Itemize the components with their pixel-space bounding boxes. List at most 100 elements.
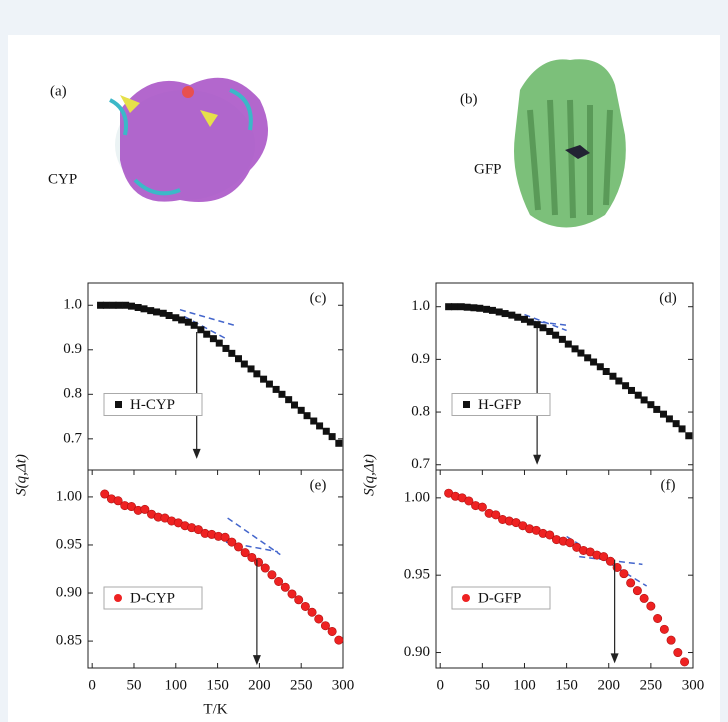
point	[520, 315, 528, 323]
point	[294, 595, 304, 605]
point	[254, 557, 264, 567]
arrow-head	[610, 653, 619, 664]
point	[584, 354, 592, 362]
y-tick-label: 0.85	[56, 633, 82, 649]
point	[590, 358, 598, 366]
y-axis-label: S(q,Δt)	[13, 454, 29, 496]
point	[153, 308, 161, 316]
point	[247, 552, 257, 562]
point	[445, 303, 453, 311]
point	[272, 385, 280, 393]
point	[314, 614, 324, 624]
plot-frame	[87, 469, 344, 669]
point	[640, 396, 648, 404]
cyp-structure	[109, 77, 268, 202]
point	[322, 427, 330, 435]
point	[178, 316, 186, 324]
point	[159, 309, 167, 317]
y-tick-label: 0.90	[56, 584, 82, 600]
point	[605, 556, 615, 566]
point	[102, 301, 110, 309]
point	[291, 401, 299, 409]
point	[278, 390, 286, 398]
panel-label: (c)	[310, 290, 327, 306]
legend-box	[103, 393, 203, 416]
point	[599, 552, 609, 562]
fit-line	[520, 319, 567, 326]
point	[335, 439, 343, 447]
panel-label: (e)	[310, 477, 327, 493]
point	[140, 305, 148, 313]
point	[653, 613, 663, 623]
point	[334, 635, 344, 645]
point	[488, 306, 496, 314]
point	[100, 489, 110, 499]
arrow-head	[252, 655, 261, 666]
point	[240, 548, 250, 558]
legend-box	[451, 393, 551, 416]
point	[470, 304, 478, 312]
point	[639, 593, 649, 603]
point	[609, 372, 617, 380]
point	[265, 380, 273, 388]
point	[451, 303, 459, 311]
point	[653, 405, 661, 413]
y-tick-label: 0.95	[56, 536, 82, 552]
y-tick-label: 1.00	[404, 489, 430, 505]
point	[627, 386, 635, 394]
y-tick-label: 1.00	[56, 488, 82, 504]
point	[685, 432, 693, 440]
point	[193, 525, 203, 535]
point	[546, 327, 554, 335]
x-tick-label: 200	[248, 677, 271, 693]
point	[247, 365, 255, 373]
point	[508, 311, 516, 319]
point	[260, 563, 270, 573]
x-tick-label: 300	[332, 677, 355, 693]
point	[203, 330, 211, 338]
point	[558, 335, 566, 343]
point	[240, 360, 248, 368]
point	[634, 391, 642, 399]
point	[545, 530, 555, 540]
legend-marker	[114, 594, 122, 602]
point	[666, 635, 676, 645]
y-tick-label: 0.9	[63, 341, 82, 357]
legend-label: H-GFP	[478, 397, 521, 413]
point	[165, 312, 173, 320]
x-tick-label: 100	[165, 677, 188, 693]
x-tick-label: 50	[475, 677, 490, 693]
point	[615, 377, 623, 385]
point	[673, 648, 683, 658]
point	[327, 626, 337, 636]
point	[665, 415, 673, 423]
point	[659, 624, 669, 634]
legend-label: D-CYP	[130, 590, 175, 606]
point	[565, 538, 575, 548]
point	[233, 542, 243, 552]
point	[122, 301, 130, 309]
legend-marker	[463, 401, 470, 408]
point	[316, 422, 324, 430]
point	[297, 406, 305, 414]
point	[134, 303, 142, 311]
y-tick-label: 0.9	[411, 351, 430, 367]
x-tick-label: 150	[206, 677, 229, 693]
x-axis-label: T/K	[203, 701, 227, 717]
point	[647, 401, 655, 409]
point	[228, 349, 236, 357]
point	[476, 304, 484, 312]
point	[564, 340, 572, 348]
point	[147, 307, 155, 315]
point	[115, 301, 123, 309]
point	[209, 335, 217, 343]
protein-name: CYP	[48, 171, 77, 187]
plot-frame	[435, 469, 694, 669]
y-tick-label: 0.95	[404, 567, 430, 583]
point	[632, 586, 642, 596]
point	[678, 425, 686, 433]
legend-box	[103, 586, 203, 610]
point	[215, 339, 223, 347]
point	[457, 303, 465, 311]
